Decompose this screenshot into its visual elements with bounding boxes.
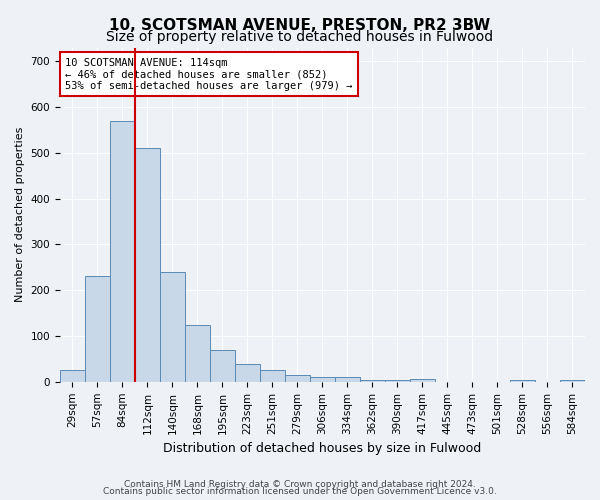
Bar [60, 370, 85, 382]
Text: 10 SCOTSMAN AVENUE: 114sqm
← 46% of detached houses are smaller (852)
53% of sem: 10 SCOTSMAN AVENUE: 114sqm ← 46% of deta… [65, 58, 353, 90]
Bar [410, 378, 435, 382]
Bar [335, 377, 360, 382]
Text: 10, SCOTSMAN AVENUE, PRESTON, PR2 3BW: 10, SCOTSMAN AVENUE, PRESTON, PR2 3BW [109, 18, 491, 32]
Bar [310, 377, 335, 382]
Bar [135, 148, 160, 382]
Y-axis label: Number of detached properties: Number of detached properties [15, 127, 25, 302]
Bar [385, 380, 410, 382]
Bar [110, 121, 135, 382]
Bar [185, 324, 210, 382]
Bar [160, 272, 185, 382]
Text: Contains HM Land Registry data © Crown copyright and database right 2024.: Contains HM Land Registry data © Crown c… [124, 480, 476, 489]
Bar [260, 370, 285, 382]
Bar [560, 380, 585, 382]
Bar [360, 380, 385, 382]
Bar [235, 364, 260, 382]
X-axis label: Distribution of detached houses by size in Fulwood: Distribution of detached houses by size … [163, 442, 482, 455]
Text: Size of property relative to detached houses in Fulwood: Size of property relative to detached ho… [106, 30, 494, 44]
Bar [510, 380, 535, 382]
Bar [210, 350, 235, 382]
Bar [85, 276, 110, 382]
Bar [285, 375, 310, 382]
Text: Contains public sector information licensed under the Open Government Licence v3: Contains public sector information licen… [103, 488, 497, 496]
